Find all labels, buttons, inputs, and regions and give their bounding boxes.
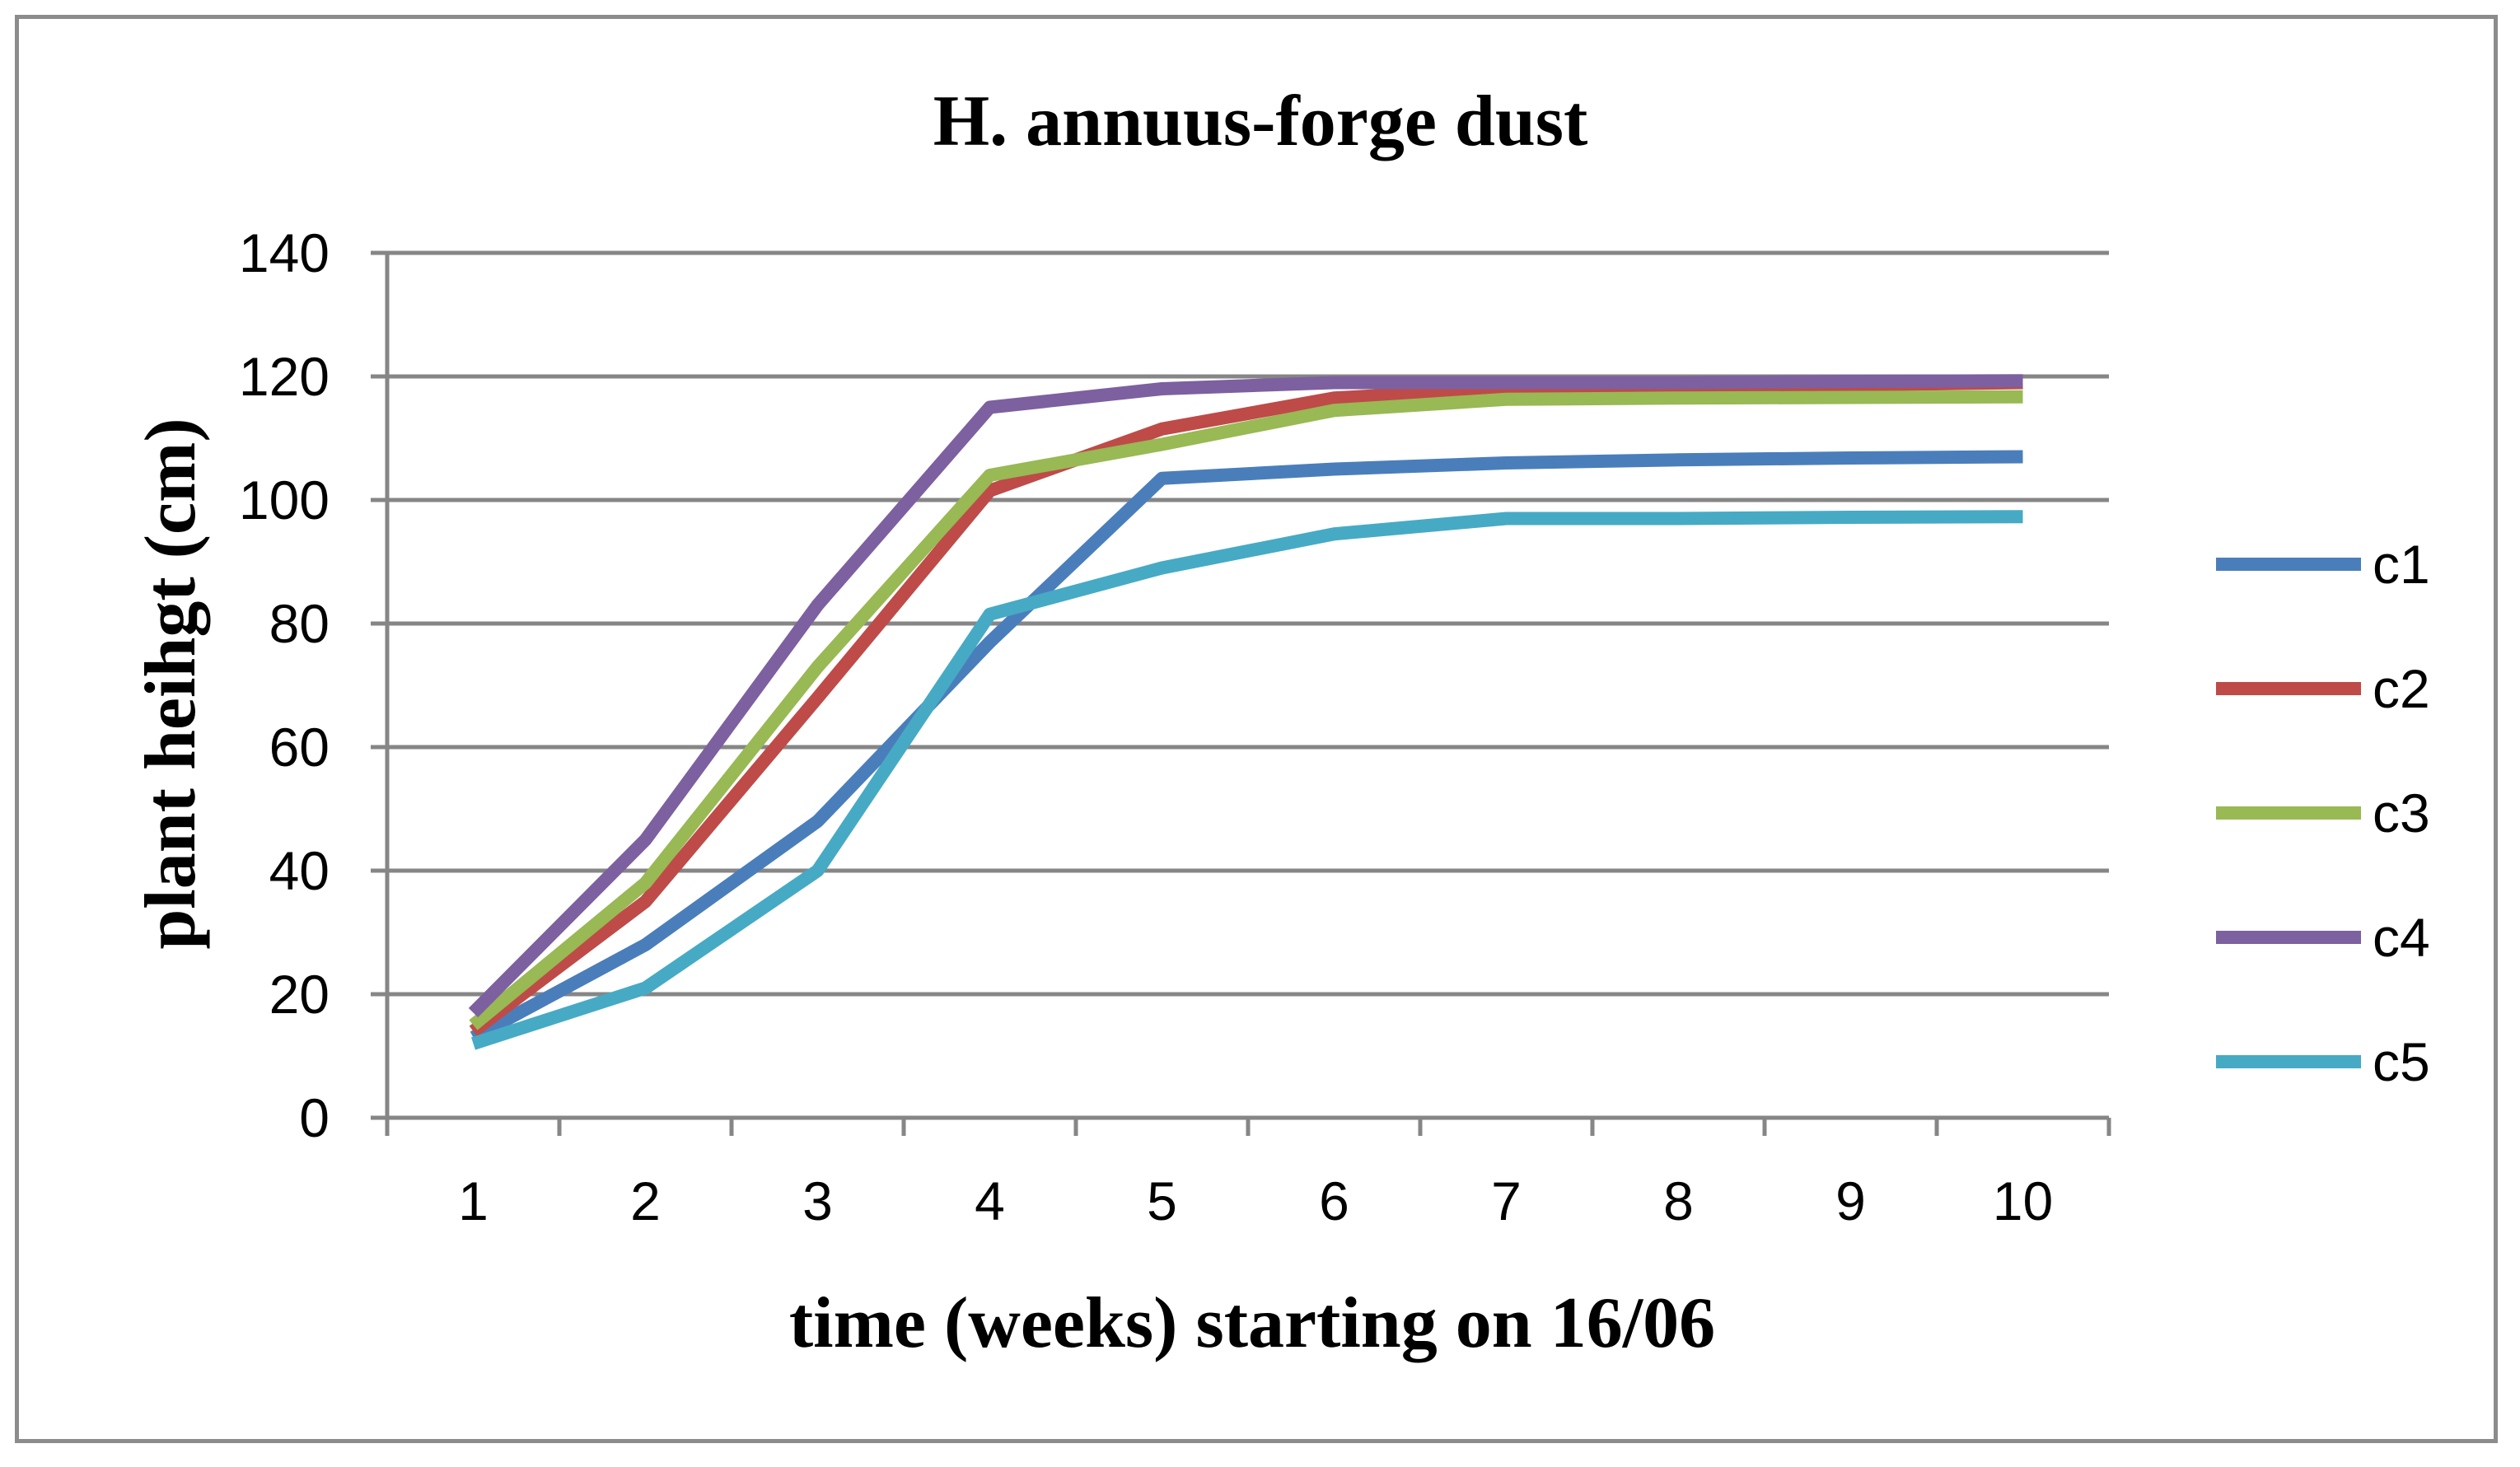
legend-label-c3: c3: [2373, 783, 2430, 843]
x-tick-label-8: 8: [1663, 1170, 1694, 1231]
legend-label-c4: c4: [2373, 907, 2430, 968]
y-tick-label-80: 80: [269, 593, 330, 654]
legend-label-c5: c5: [2373, 1031, 2430, 1092]
x-tick-label-4: 4: [975, 1170, 1005, 1231]
series-lines: [468, 374, 2023, 1050]
x-axis-title: time (weeks) starting on 16/06: [789, 1283, 1715, 1363]
y-tick-label-140: 140: [239, 222, 330, 283]
axes: [371, 253, 2111, 1136]
series-line-c5: [471, 510, 2023, 1050]
x-tick-label-9: 9: [1835, 1170, 1866, 1231]
x-tick-label-5: 5: [1147, 1170, 1177, 1231]
x-tick-label-2: 2: [630, 1170, 661, 1231]
x-tick-label-7: 7: [1491, 1170, 1522, 1231]
series-line-c4: [468, 374, 2023, 1018]
y-tick-label-20: 20: [269, 964, 330, 1025]
legend: c1 c2 c3 c4 c5: [2216, 534, 2430, 1092]
series-line-c1: [470, 450, 2023, 1044]
x-tick-label-1: 1: [458, 1170, 489, 1231]
chart-title: H. annuus-forge dust: [933, 82, 1588, 161]
x-tick-label-6: 6: [1319, 1170, 1349, 1231]
y-tick-label-60: 60: [269, 717, 330, 778]
gridlines: [371, 250, 2109, 997]
legend-label-c2: c2: [2373, 658, 2430, 719]
x-tick-label-3: 3: [802, 1170, 833, 1231]
y-tick-label-0: 0: [299, 1087, 330, 1148]
y-tick-labels: 0 20 40 60 80 100 120 140: [239, 222, 330, 1148]
series-line-c3: [469, 390, 2023, 1030]
legend-label-c1: c1: [2373, 534, 2430, 595]
y-tick-label-40: 40: [269, 840, 330, 901]
y-tick-label-100: 100: [239, 470, 330, 530]
x-tick-label-10: 10: [1993, 1170, 2053, 1231]
y-tick-label-120: 120: [239, 346, 330, 407]
x-tick-labels: 1 2 3 4 5 6 7 8 9 10: [458, 1170, 2053, 1231]
y-axis-title: plant heihgt (cm): [131, 418, 211, 949]
